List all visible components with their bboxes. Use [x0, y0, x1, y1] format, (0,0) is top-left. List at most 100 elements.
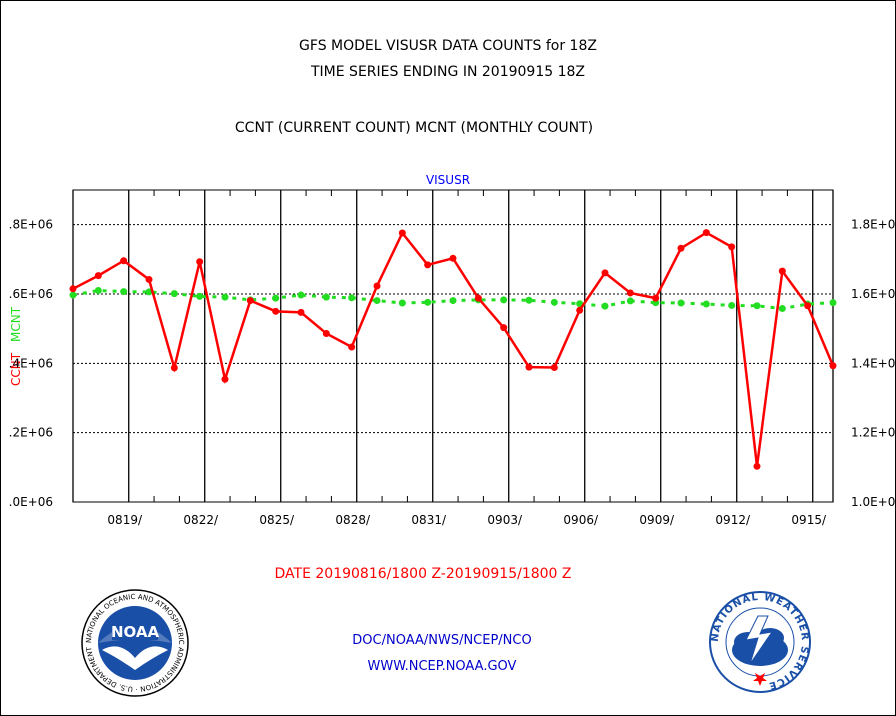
- mcnt-point: [550, 298, 558, 306]
- mcnt-point: [196, 292, 204, 300]
- y-tick-labels-right: 1.0E+0 1.2E+0 1.4E+0 1.6E+0 1.8E+0: [851, 218, 895, 509]
- x-tick-label: 0903/: [487, 513, 523, 527]
- mcnt-point: [297, 291, 305, 299]
- header-line-1: GFS MODEL VISUSR DATA COUNTS for 18Z: [299, 38, 597, 54]
- mcnt-point: [94, 287, 102, 295]
- mcnt-point: [601, 302, 609, 310]
- y-tick-label-left: .0E+06: [9, 495, 53, 509]
- x-tick-label: 0819/: [107, 513, 143, 527]
- x-tick-label: 0912/: [715, 513, 751, 527]
- noaa-logo: NOAA NATIONAL OCEANIC AND ATMOSPHERIC AD…: [80, 588, 189, 697]
- mcnt-point: [626, 297, 634, 305]
- ccnt-point: [297, 308, 305, 316]
- url-link[interactable]: WWW.NCEP.NOAA.GOV: [367, 659, 517, 674]
- ccnt-point: [196, 258, 204, 266]
- mcnt-point: [424, 298, 432, 306]
- mcnt-point: [145, 288, 153, 296]
- mcnt-point: [69, 291, 77, 299]
- ccnt-point: [677, 244, 685, 252]
- x-tick-label: 0831/: [411, 513, 447, 527]
- x-tick-label: 0822/: [183, 513, 219, 527]
- ccnt-point: [778, 267, 786, 275]
- y-tick-label-right: 1.0E+0: [851, 495, 895, 509]
- y-tick-label-left: .2E+06: [9, 426, 53, 440]
- org-line: DOC/NOAA/NWS/NCEP/NCO: [352, 633, 532, 648]
- ccnt-point: [94, 272, 102, 280]
- ccnt-point: [702, 229, 710, 237]
- ccnt-point: [829, 362, 837, 370]
- ccnt-point: [69, 285, 77, 293]
- y-tick-label-right: 1.8E+0: [851, 218, 895, 232]
- y-tick-labels-left: .0E+06 .2E+06 .4E+06 .6E+06 .8E+06: [9, 218, 53, 509]
- ccnt-point: [424, 261, 432, 269]
- header-line-2: TIME SERIES ENDING IN 20190915 18Z: [311, 64, 585, 80]
- ccnt-point: [322, 330, 330, 338]
- mcnt-point: [120, 288, 128, 296]
- nws-logo: NATIONAL WEATHER SERVICE: [709, 591, 811, 693]
- y-tick-label-right: 1.2E+0: [851, 426, 895, 440]
- mcnt-point: [829, 299, 837, 307]
- x-tick-label: 0909/: [639, 513, 675, 527]
- mcnt-point: [576, 300, 584, 308]
- y-tick-label-left: .4E+06: [9, 356, 53, 370]
- x-tick-labels: 0819/0822/0825/0828/0831/0903/0906/0909/…: [107, 513, 827, 527]
- ccnt-point: [550, 363, 558, 371]
- ccnt-point: [753, 462, 761, 470]
- ccnt-point: [652, 294, 660, 302]
- x-tick-label: 0906/: [563, 513, 599, 527]
- ccnt-point: [728, 243, 736, 251]
- ccnt-point: [449, 254, 457, 262]
- y-tick-label-left: .6E+06: [9, 287, 53, 301]
- mcnt-point: [753, 302, 761, 310]
- plot-title: VISUSR: [426, 173, 470, 187]
- grid: [72, 189, 834, 503]
- ccnt-point: [525, 363, 533, 371]
- x-tick-label: 0915/: [791, 513, 827, 527]
- x-tick-label: 0828/: [335, 513, 371, 527]
- left-axis-label: CCNT MCNT: [9, 306, 23, 386]
- ccnt-point: [120, 257, 128, 265]
- mcnt-point: [702, 300, 710, 308]
- ccnt-point: [500, 324, 508, 332]
- ccnt-point: [398, 229, 406, 237]
- mcnt-point: [272, 294, 280, 302]
- mcnt-point: [728, 301, 736, 309]
- ylabel-ccnt: CCNT: [9, 352, 23, 386]
- noaa-logo-text: NOAA: [111, 623, 160, 641]
- plot-border: [72, 189, 834, 503]
- mcnt-point: [170, 290, 178, 298]
- y-tick-label-left: .8E+06: [9, 218, 53, 232]
- x-tick-label: 0825/: [259, 513, 295, 527]
- mcnt-point: [221, 293, 229, 301]
- mcnt-point: [322, 293, 330, 301]
- y-tick-label-right: 1.4E+0: [851, 356, 895, 370]
- ccnt-point: [145, 275, 153, 283]
- ccnt-point: [170, 364, 178, 372]
- mcnt-point: [398, 299, 406, 307]
- mcnt-point: [677, 299, 685, 307]
- mcnt-point: [778, 305, 786, 313]
- ccnt-point: [348, 343, 356, 351]
- ylabel-mcnt: MCNT: [9, 306, 23, 342]
- ccnt-point: [804, 302, 812, 310]
- ccnt-point: [272, 307, 280, 315]
- mcnt-point: [348, 294, 356, 302]
- mcnt-point: [449, 297, 457, 305]
- date-range-label: DATE 20190816/1800 Z-20190915/1800 Z: [274, 566, 572, 582]
- mcnt-point: [525, 296, 533, 304]
- ccnt-line: [72, 230, 835, 467]
- ccnt-point: [474, 294, 482, 302]
- ccnt-point: [601, 269, 609, 277]
- mcnt-point: [500, 296, 508, 304]
- y-tick-label-right: 1.6E+0: [851, 287, 895, 301]
- ccnt-point: [626, 289, 634, 297]
- ccnt-point: [576, 306, 584, 314]
- ccnt-point: [246, 297, 254, 305]
- series-mcnt: [69, 287, 837, 313]
- header-line-3: CCNT (CURRENT COUNT) MCNT (MONTHLY COUNT…: [234, 120, 594, 136]
- mcnt-point: [373, 297, 381, 305]
- ccnt-point: [373, 282, 381, 290]
- ccnt-point: [221, 375, 229, 383]
- series-ccnt: [69, 229, 837, 470]
